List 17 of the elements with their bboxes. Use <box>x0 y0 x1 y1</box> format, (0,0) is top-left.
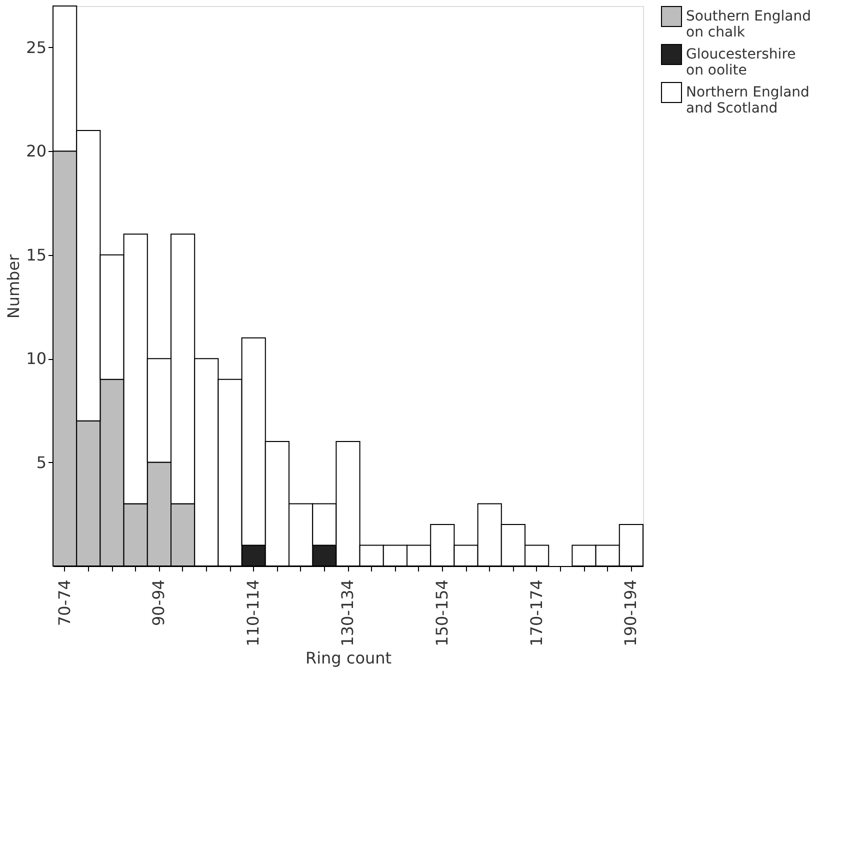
y-axis-title: Number <box>4 254 24 319</box>
x-tick-label: 70-74 <box>54 580 74 626</box>
x-axis-title: Ring count <box>305 648 392 668</box>
legend-label: Northern England and Scotland <box>686 84 810 116</box>
y-tick-label: 15 <box>26 245 46 264</box>
x-tick-label: 170-174 <box>526 580 546 646</box>
y-tick-label: 20 <box>26 142 46 161</box>
x-tick-label: 90-94 <box>149 580 168 626</box>
x-tick-label: 110-114 <box>244 580 263 646</box>
x-tick-label: 150-154 <box>432 580 452 646</box>
y-tick-label: 5 <box>36 452 46 472</box>
legend-label: Gloucestershire on oolite <box>686 46 796 78</box>
legend-label: Southern England on chalk <box>686 8 811 40</box>
x-tick-label: 130-134 <box>338 580 357 646</box>
y-tick-label: 10 <box>26 349 46 368</box>
y-tick-label: 25 <box>26 38 46 57</box>
x-tick-label: 190-194 <box>621 580 640 646</box>
